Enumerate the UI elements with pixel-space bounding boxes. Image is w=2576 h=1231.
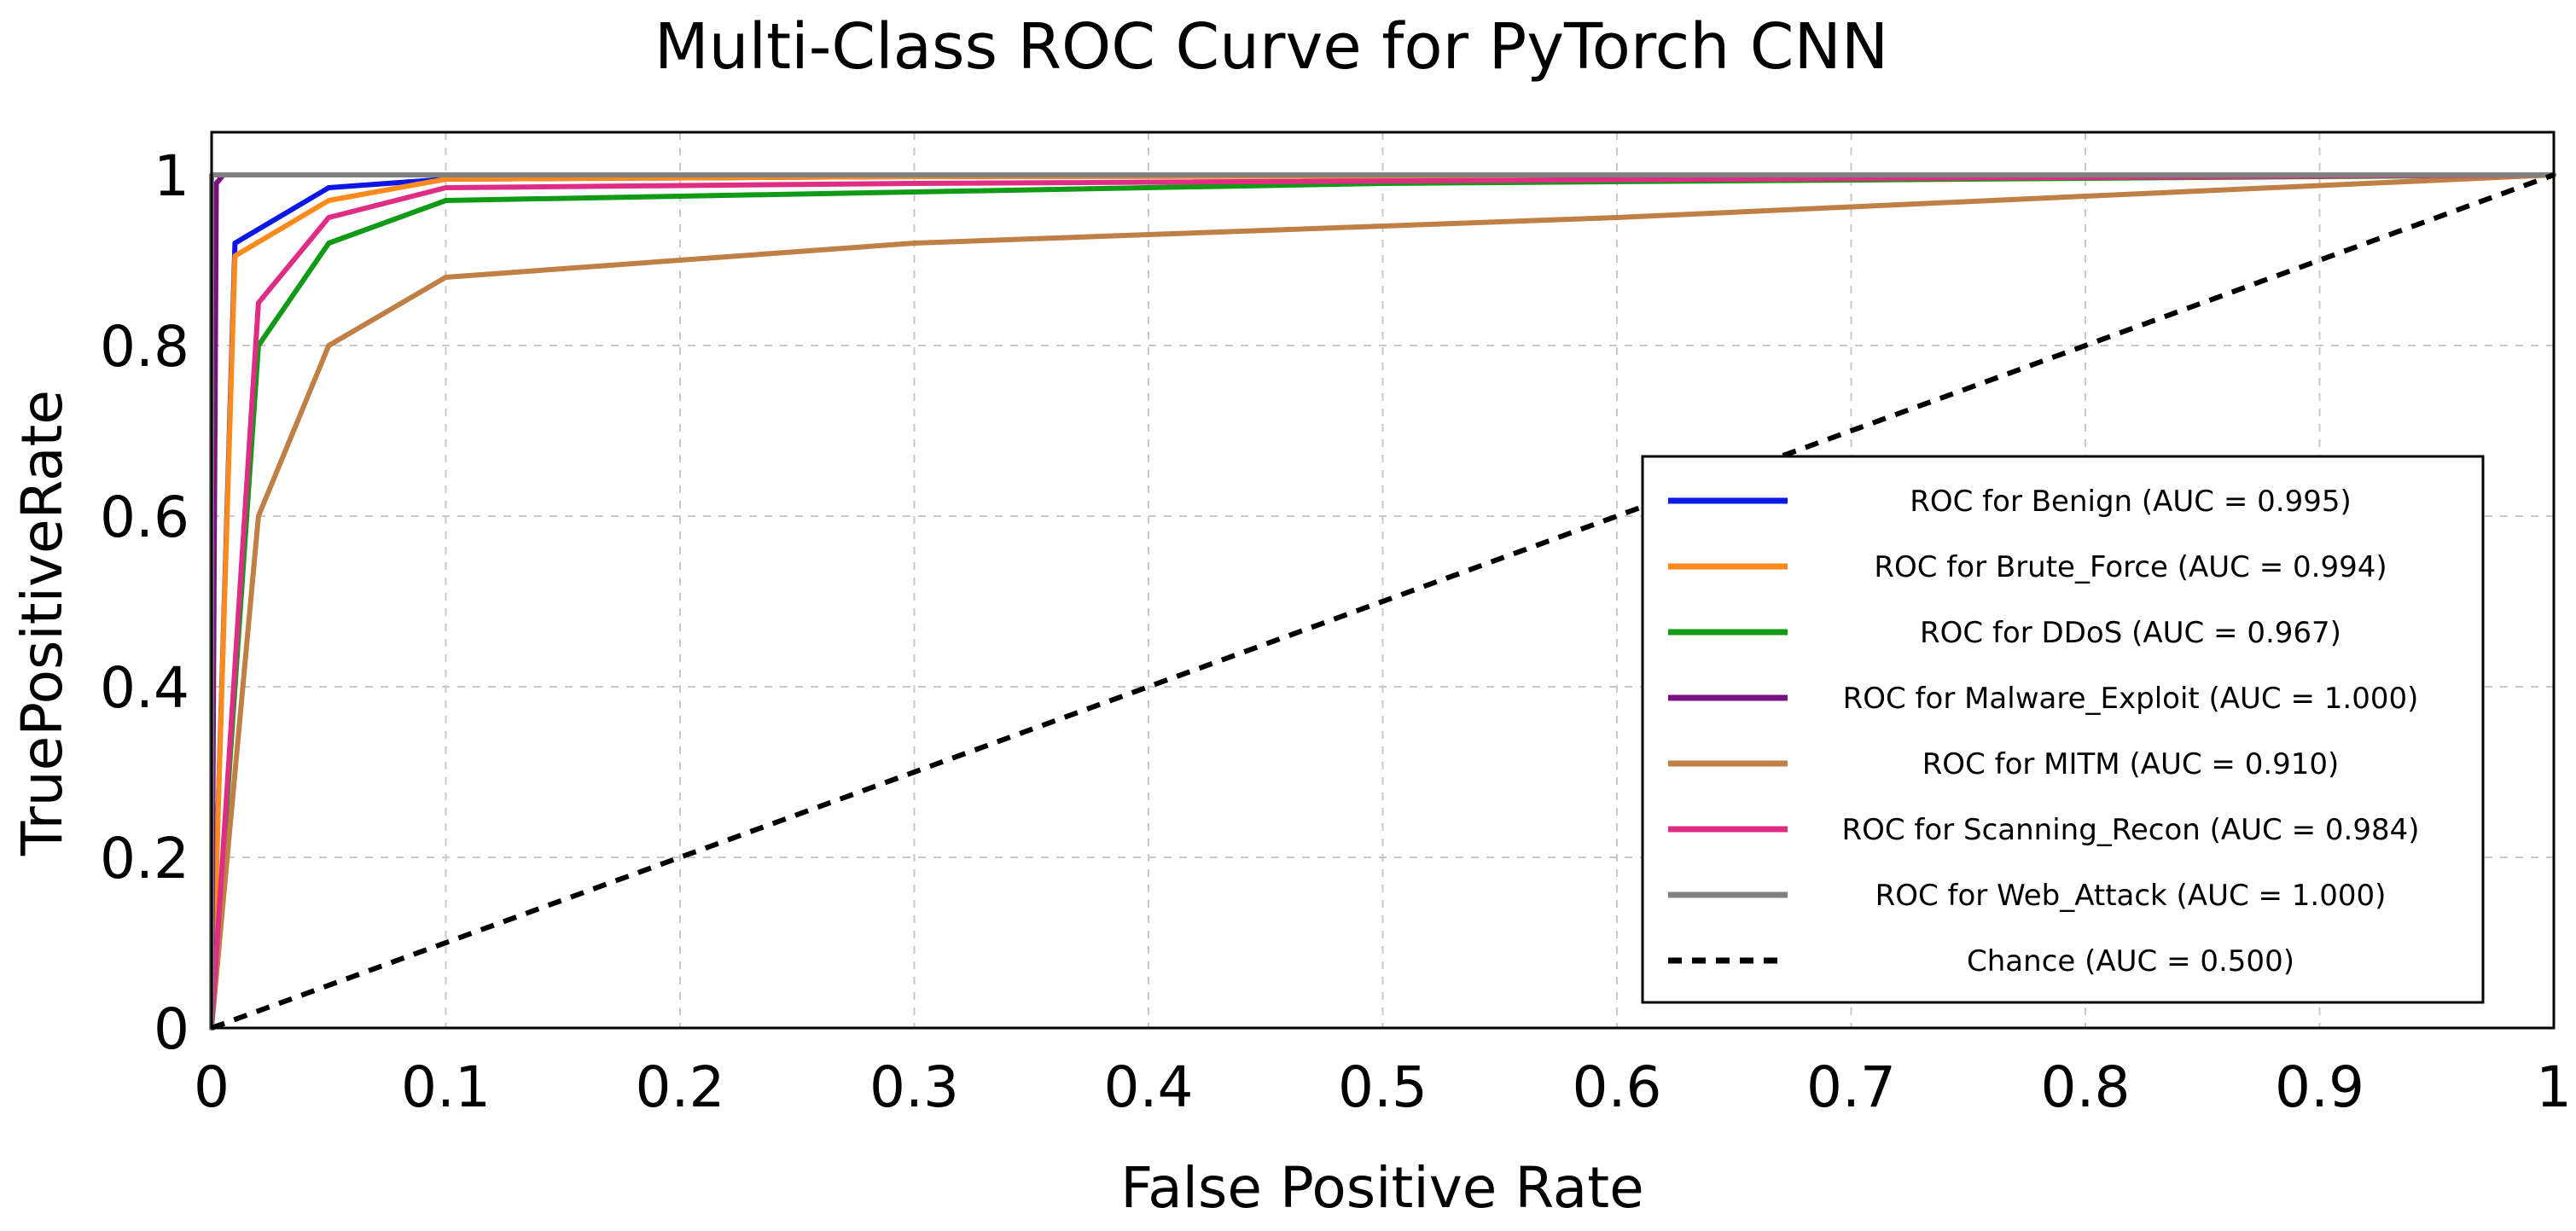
- y-tick-label: 0.6: [100, 485, 189, 550]
- legend: ROC for Benign (AUC = 0.995) ROC for Brut…: [1641, 455, 2485, 1004]
- series-line-5: [209, 172, 2556, 1031]
- y-tick-label: 0.4: [100, 655, 189, 721]
- x-tick-label: 0.6: [1573, 1054, 1662, 1120]
- legend-label: ROC for Brute_Force (AUC = 0.994): [1874, 550, 2387, 584]
- y-axis-label: TruePositiveRate: [9, 390, 75, 856]
- legend-label: ROC for MITM (AUC = 0.910): [1922, 747, 2340, 781]
- legend-label: ROC for Benign (AUC = 0.995): [1910, 485, 2352, 519]
- y-tick-label: 1: [154, 143, 189, 209]
- y-tick-label: 0: [154, 996, 189, 1062]
- y-tick-label: 0.8: [100, 314, 189, 380]
- x-tick-label: 1: [2536, 1054, 2572, 1120]
- y-tick-labels: 0 0.2 0.4 0.6 0.8 1: [100, 143, 189, 1062]
- legend-label: Chance (AUC = 0.500): [1967, 944, 2294, 978]
- x-tick-label: 0.2: [636, 1054, 725, 1120]
- legend-label: ROC for DDoS (AUC = 0.967): [1920, 616, 2341, 650]
- x-tick-label: 0.7: [1806, 1054, 1896, 1120]
- x-tick-label: 0.8: [2041, 1054, 2131, 1120]
- x-tick-label: 0.4: [1104, 1054, 1194, 1120]
- legend-box: [1641, 455, 2485, 1004]
- chart-title: Multi-Class ROC Curve for PyTorch CNN: [654, 10, 1888, 84]
- legend-label: ROC for Scanning_Recon (AUC = 0.984): [1842, 813, 2420, 847]
- y-tick-label: 0.2: [100, 826, 189, 891]
- plot-frame: [210, 131, 2556, 1030]
- series-lines: [209, 172, 2556, 1031]
- x-tick-label: 0.1: [401, 1054, 491, 1120]
- series-line-4: [209, 172, 2556, 1031]
- series-line-7: [210, 172, 2556, 1031]
- x-tick-label: 0.5: [1338, 1054, 1428, 1120]
- x-tick-label: 0.9: [2275, 1054, 2364, 1120]
- x-tick-labels: 0 0.1 0.2 0.3 0.4 0.5 0.6 0.7 0.8 0.9 1: [194, 1054, 2572, 1120]
- legend-label: ROC for Web_Attack (AUC = 1.000): [1875, 879, 2387, 913]
- legend-label: ROC for Malware_Exploit (AUC = 1.000): [1843, 682, 2419, 716]
- x-tick-label: 0: [194, 1054, 230, 1120]
- x-tick-label: 0.3: [869, 1054, 959, 1120]
- x-axis-label: False Positive Rate: [1120, 1155, 1643, 1221]
